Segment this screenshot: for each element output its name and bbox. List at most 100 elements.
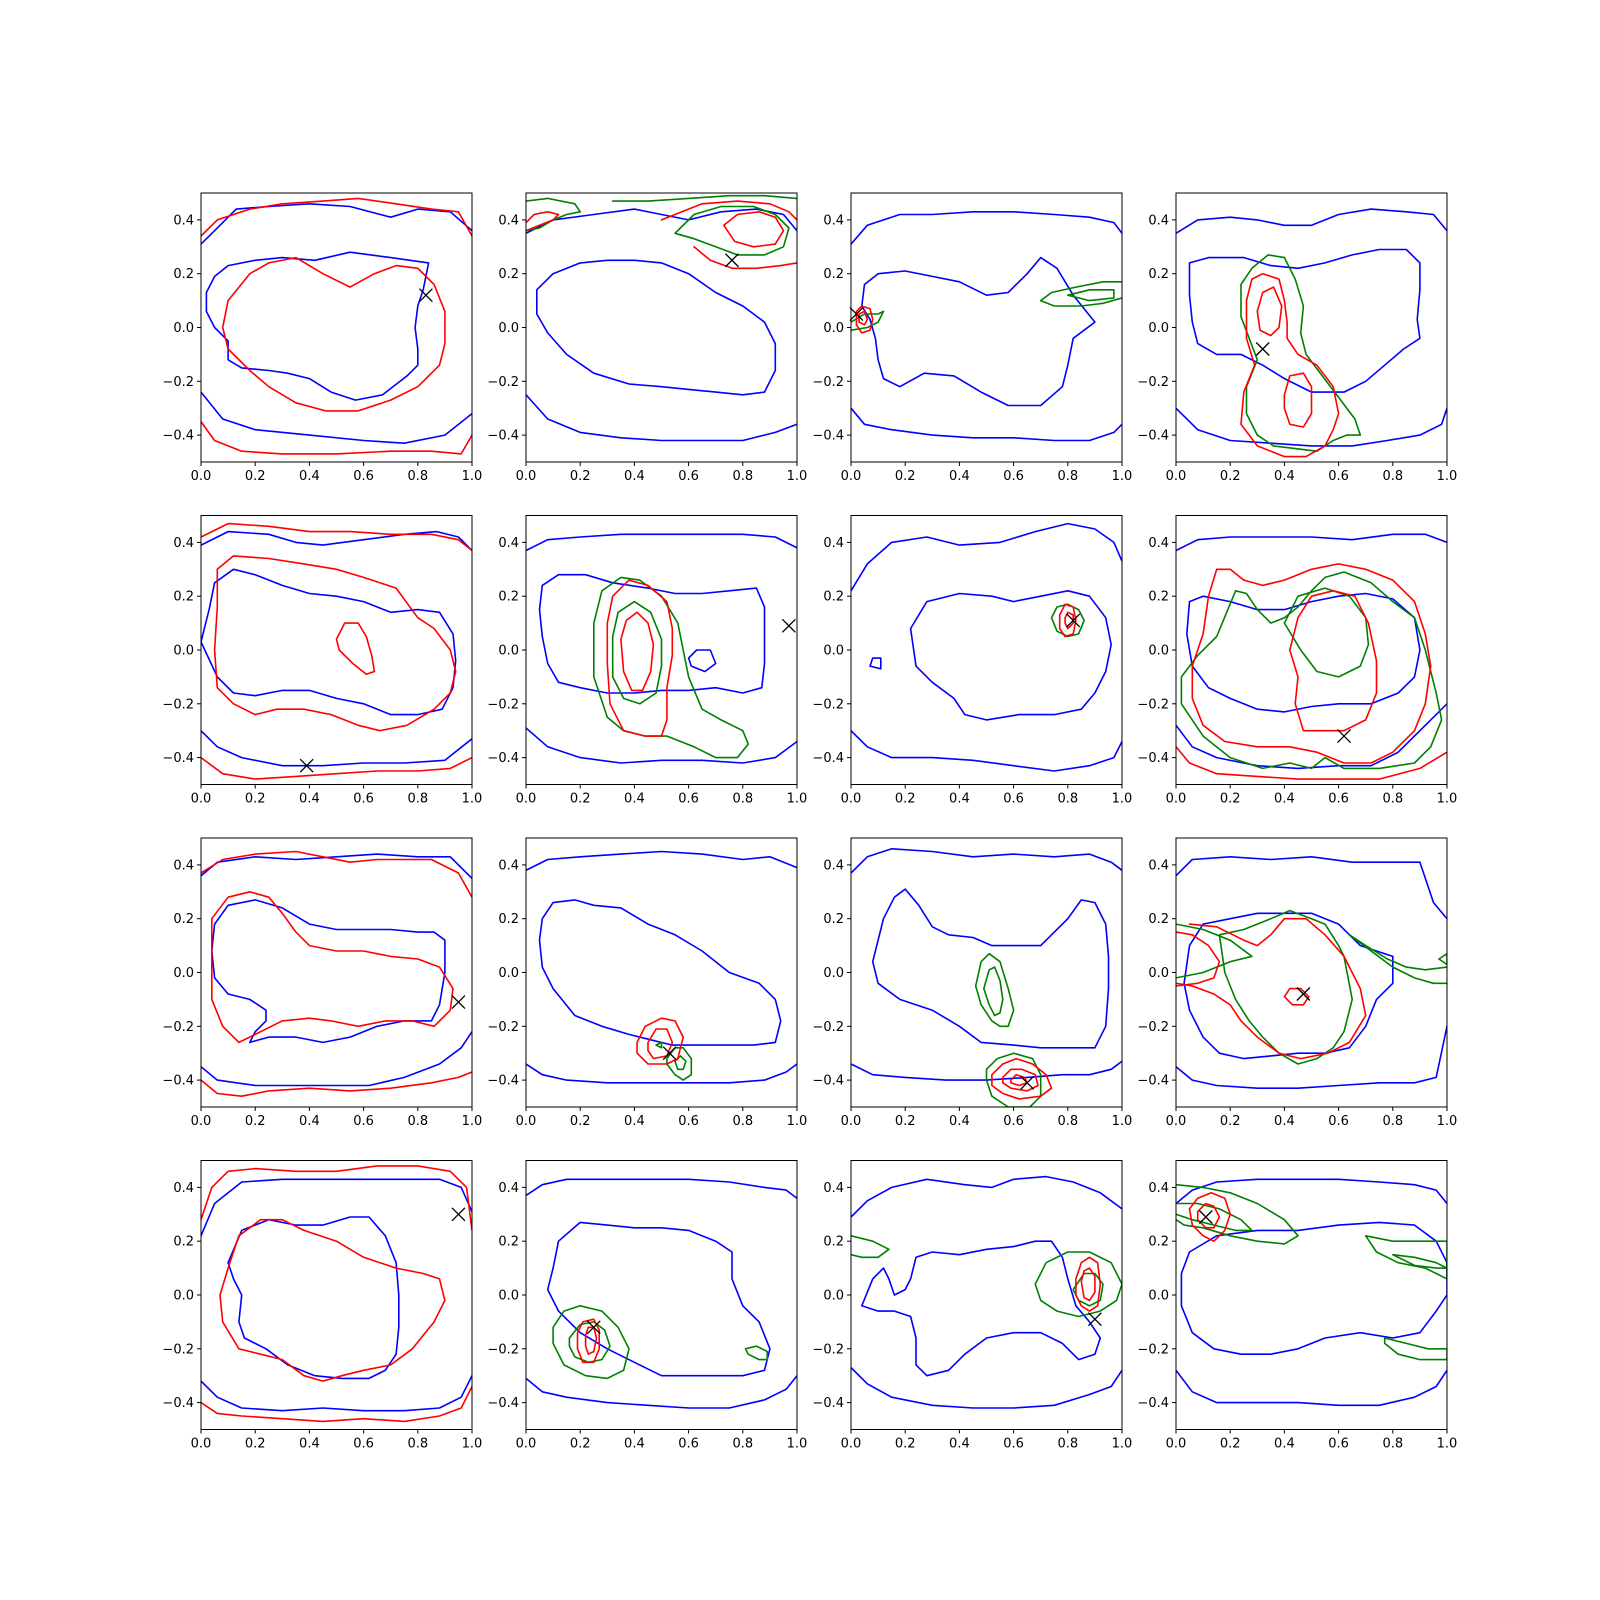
x-marker <box>586 1320 601 1335</box>
x-tick-label: 0.0 <box>516 469 537 484</box>
x-tick-label: 0.2 <box>245 1114 266 1129</box>
blue-contour-line <box>526 727 797 764</box>
x-marker <box>725 253 739 268</box>
y-tick-label: 0.0 <box>823 1289 844 1304</box>
green-contour-line <box>1348 934 1447 985</box>
x-tick-label: 0.8 <box>407 792 428 807</box>
x-tick-label: 0.6 <box>1003 792 1024 807</box>
red-contour-line <box>620 611 655 692</box>
y-tick-label: −0.4 <box>162 429 194 444</box>
y-tick-label: −0.2 <box>1137 375 1169 390</box>
y-tick-label: −0.4 <box>1137 1396 1169 1411</box>
y-tick-label: 0.4 <box>173 213 194 228</box>
axes-frame <box>525 837 798 1108</box>
x-marker <box>781 618 796 633</box>
green-contour-line <box>1176 923 1253 979</box>
green-contour-line <box>1039 297 1122 307</box>
subplot-2: 0.0 0.2 0.4 0.6 0.8 1.0 0.4 0.2 0.0 −0.2 −0.4 <box>487 192 807 484</box>
x-tick-label: 0.0 <box>841 1437 862 1452</box>
x-tick-label: 0.6 <box>678 1114 699 1129</box>
y-tick-label: 0.0 <box>498 966 519 981</box>
subplot-12: 0.0 0.2 0.4 0.6 0.8 1.0 0.4 0.2 0.0 −0.2 −0.4 <box>1137 837 1458 1129</box>
x-tick-label: 0.4 <box>949 1114 970 1129</box>
y-tick-label: −0.2 <box>1137 697 1169 712</box>
y-tick-label: −0.2 <box>487 375 519 390</box>
x-tick-label: 0.8 <box>1382 1437 1403 1452</box>
x-tick-label: 1.0 <box>1437 1114 1458 1129</box>
y-tick-label: −0.4 <box>1137 1074 1169 1089</box>
subplot-3: 0.0 0.2 0.4 0.6 0.8 1.0 0.4 0.2 0.0 −0.2 −0.4 <box>812 192 1132 484</box>
subplot-9: 0.0 0.2 0.4 0.6 0.8 1.0 0.4 0.2 0.0 −0.2 −0.4 <box>162 837 482 1129</box>
y-tick-label: 0.2 <box>1148 267 1169 282</box>
red-contour-line <box>991 1057 1053 1100</box>
red-contour-line <box>1196 1202 1221 1229</box>
blue-contour-line <box>205 251 430 401</box>
blue-contour-line <box>851 211 1122 245</box>
x-tick-label: 0.6 <box>678 1437 699 1452</box>
x-tick-label: 0.4 <box>624 1437 645 1452</box>
x-tick-label: 0.4 <box>299 1437 320 1452</box>
y-tick-label: 0.2 <box>498 590 519 605</box>
red-contour-line <box>201 1165 472 1232</box>
red-contour-line <box>693 246 797 270</box>
y-tick-label: 0.4 <box>1148 213 1169 228</box>
blue-contour-line <box>526 1178 797 1199</box>
y-tick-label: −0.4 <box>487 1074 519 1089</box>
x-tick-label: 0.6 <box>1003 1114 1024 1129</box>
y-tick-label: 0.4 <box>498 536 519 551</box>
y-tick-label: 0.2 <box>173 912 194 927</box>
plot-area <box>526 533 797 764</box>
x-tick-label: 0.0 <box>191 469 212 484</box>
x-tick-label: 0.6 <box>1328 792 1349 807</box>
x-tick-label: 0.0 <box>191 792 212 807</box>
x-tick-label: 1.0 <box>462 792 483 807</box>
x-tick-label: 0.6 <box>1328 469 1349 484</box>
plot-area <box>526 850 797 1084</box>
x-tick-label: 0.4 <box>299 469 320 484</box>
blue-contour-line <box>851 729 1122 772</box>
x-tick-label: 1.0 <box>462 469 483 484</box>
subplot-1: 0.0 0.2 0.4 0.6 0.8 1.0 0.4 0.2 0.0 −0.2 −0.4 <box>162 192 483 484</box>
y-tick-label: 0.4 <box>1148 536 1169 551</box>
x-marker <box>1198 1210 1213 1224</box>
x-tick-label: 0.8 <box>407 469 428 484</box>
blue-contour-line <box>851 1060 1122 1081</box>
subplot-6: 0.0 0.2 0.4 0.6 0.8 1.0 0.4 0.2 0.0 −0.2 −0.4 <box>487 515 807 807</box>
x-marker <box>1337 729 1351 744</box>
axes-frame <box>850 192 1123 463</box>
blue-contour-line <box>1176 856 1447 920</box>
y-tick-label: −0.2 <box>487 1020 519 1035</box>
plot-area <box>1176 208 1447 458</box>
x-tick-label: 0.0 <box>841 469 862 484</box>
y-tick-label: 0.0 <box>173 966 194 981</box>
red-contour-line <box>723 211 785 248</box>
y-tick-label: 0.2 <box>173 1235 194 1250</box>
x-tick-label: 1.0 <box>1112 1114 1133 1129</box>
y-tick-label: −0.4 <box>1137 751 1169 766</box>
blue-contour-line <box>1176 1369 1447 1407</box>
blue-contour-line <box>526 394 797 442</box>
y-tick-label: 0.4 <box>498 213 519 228</box>
blue-contour-line <box>201 1374 472 1412</box>
y-tick-label: −0.4 <box>162 1396 194 1411</box>
x-marker <box>299 758 314 773</box>
red-contour-line <box>858 310 869 326</box>
y-tick-label: −0.2 <box>812 697 844 712</box>
green-contour-line <box>1218 909 1353 1065</box>
x-tick-label: 0.4 <box>949 1437 970 1452</box>
x-tick-label: 1.0 <box>1437 792 1458 807</box>
green-contour-line <box>744 1345 768 1361</box>
green-contour-line <box>674 205 790 256</box>
plot-area <box>201 1165 472 1423</box>
y-tick-label: 0.0 <box>823 321 844 336</box>
x-tick-label: 0.8 <box>1057 1114 1078 1129</box>
x-tick-label: 0.4 <box>1274 469 1295 484</box>
red-contour-line <box>1176 746 1447 780</box>
y-tick-label: −0.4 <box>812 1074 844 1089</box>
x-tick-label: 0.4 <box>624 469 645 484</box>
x-tick-label: 0.2 <box>245 469 266 484</box>
subplot-11: 0.0 0.2 0.4 0.6 0.8 1.0 0.4 0.2 0.0 −0.2 −0.4 <box>812 837 1133 1129</box>
subplot-15: 0.0 0.2 0.4 0.6 0.8 1.0 0.4 0.2 0.0 −0.2 −0.4 <box>812 1160 1132 1452</box>
x-marker <box>1066 613 1081 628</box>
red-contour-line <box>201 850 472 898</box>
